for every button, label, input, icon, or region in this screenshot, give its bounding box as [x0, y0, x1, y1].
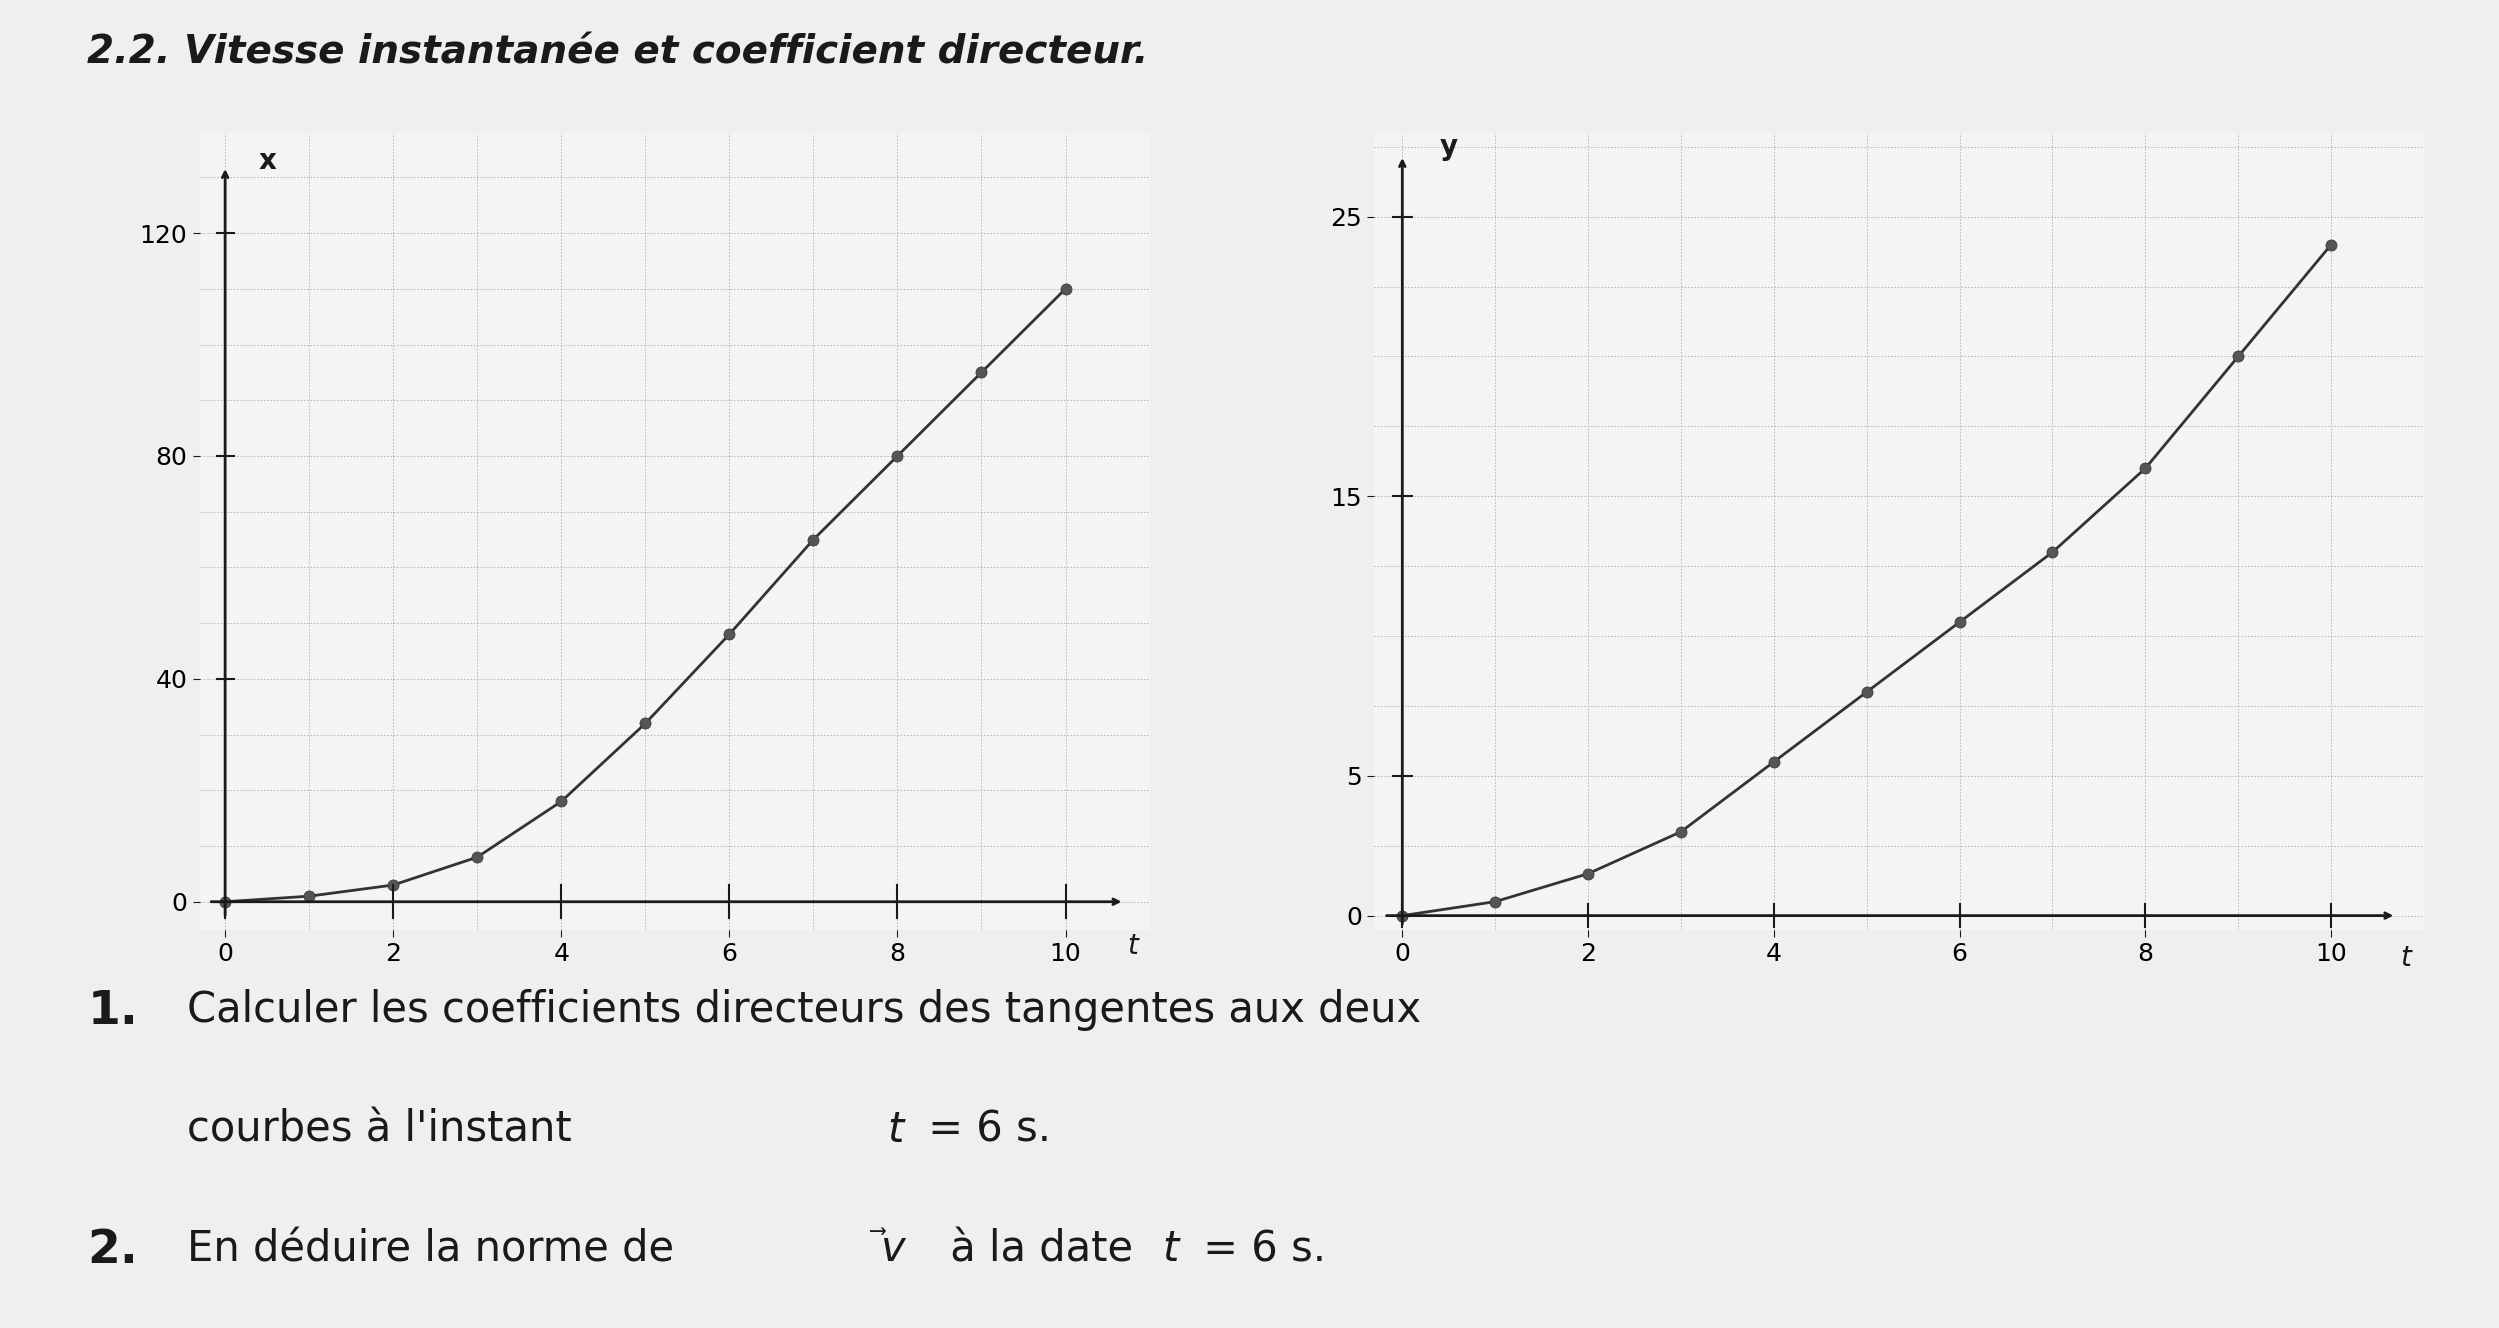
Text: courbes à l'instant: courbes à l'instant — [187, 1109, 585, 1151]
Text: t: t — [1127, 932, 1137, 960]
Text: t: t — [2399, 944, 2412, 972]
Text: y: y — [1439, 133, 1457, 161]
Text: 1.: 1. — [87, 989, 137, 1035]
Text: 2.2. Vitesse instantanée et coefficient directeur.: 2.2. Vitesse instantanée et coefficient … — [87, 33, 1150, 72]
Text: = 6 s.: = 6 s. — [1190, 1228, 1324, 1271]
Text: En déduire la norme de: En déduire la norme de — [187, 1228, 687, 1271]
Text: t: t — [887, 1109, 905, 1151]
Text: à la date: à la date — [937, 1228, 1147, 1271]
Text: v: v — [880, 1228, 905, 1271]
Text: = 6 s.: = 6 s. — [915, 1109, 1050, 1151]
Text: 2.: 2. — [87, 1228, 137, 1274]
Text: Calculer les coefficients directeurs des tangentes aux deux: Calculer les coefficients directeurs des… — [187, 989, 1422, 1032]
Text: t: t — [1162, 1228, 1180, 1271]
Text: x: x — [257, 146, 275, 175]
